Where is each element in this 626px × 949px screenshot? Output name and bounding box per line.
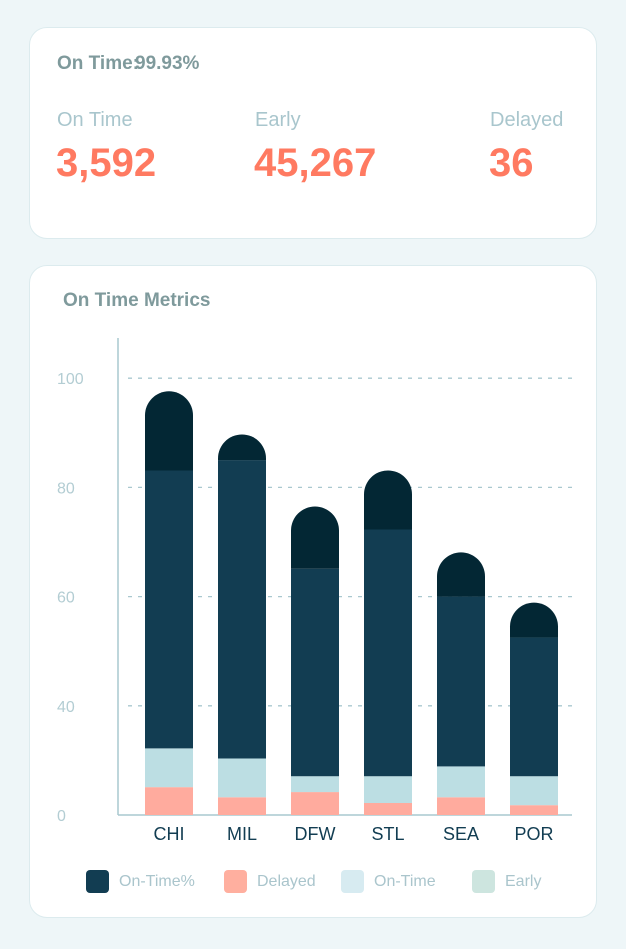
bar-segment-dfw-delayed — [291, 792, 339, 815]
x-tick-label: CHI — [154, 824, 185, 844]
legend-label: On-Time% — [119, 872, 195, 890]
chart-title: On Time Metrics — [63, 290, 211, 311]
bar-segment-stl-on-time — [364, 776, 412, 803]
bar-segment-sea-on-time- — [437, 596, 485, 767]
bar-segment-stl-cap — [364, 470, 412, 530]
legend-item-early: Early — [472, 870, 541, 893]
legend-label: On-Time — [374, 872, 436, 890]
y-tick-label: 80 — [57, 480, 75, 497]
on-time-percent: 99.93% — [135, 53, 200, 74]
summary-card — [29, 27, 597, 239]
legend-swatch — [341, 870, 364, 893]
stat-value-early: 45,267 — [254, 141, 377, 185]
bar-segment-dfw-cap — [291, 506, 339, 569]
bar-segment-chi-on-time- — [145, 470, 193, 749]
x-tick-label: POR — [514, 824, 553, 844]
stat-label-delayed: Delayed — [490, 109, 564, 131]
bar-segment-por-on-time — [510, 776, 558, 806]
legend-swatch — [224, 870, 247, 893]
bar-segment-chi-delayed — [145, 787, 193, 815]
bar-segment-mil-cap — [218, 434, 266, 461]
bar-segment-mil-delayed — [218, 797, 266, 815]
stat-label-early: Early — [255, 109, 301, 131]
stat-value-on-time: 3,592 — [56, 141, 157, 185]
bar-segment-sea-cap — [437, 552, 485, 597]
legend-item-on-time: On-Time — [341, 870, 436, 893]
stat-value-delayed: 36 — [489, 141, 534, 185]
legend-label: Delayed — [257, 872, 316, 890]
legend-swatch — [472, 870, 495, 893]
y-tick-label: 0 — [57, 808, 66, 825]
bar-segment-sea-on-time — [437, 766, 485, 798]
on-time-label: On Time: — [57, 53, 139, 74]
bar-segment-stl-on-time- — [364, 529, 412, 777]
y-tick-label: 40 — [57, 699, 75, 716]
x-tick-label: SEA — [443, 824, 479, 844]
x-tick-label: DFW — [295, 824, 336, 844]
bar-segment-chi-cap — [145, 391, 193, 471]
legend-swatch — [86, 870, 109, 893]
bar-segment-dfw-on-time- — [291, 568, 339, 777]
x-tick-label: MIL — [227, 824, 257, 844]
legend-label: Early — [505, 872, 542, 890]
stat-label-on-time: On Time — [57, 109, 133, 131]
bar-segment-sea-delayed — [437, 797, 485, 815]
y-tick-label: 60 — [57, 590, 75, 607]
bar-segment-chi-on-time — [145, 748, 193, 788]
bar-segment-por-on-time- — [510, 637, 558, 777]
bar-segment-por-cap — [510, 602, 558, 638]
bar-segment-mil-on-time — [218, 758, 266, 798]
bar-segment-stl-delayed — [364, 802, 412, 815]
x-tick-label: STL — [371, 824, 404, 844]
bar-segment-por-delayed — [510, 805, 558, 815]
bar-segment-mil-on-time- — [218, 460, 266, 759]
y-tick-label: 100 — [57, 371, 84, 388]
legend-item-on-time-pct: On-Time% — [86, 870, 195, 893]
legend-item-delayed: Delayed — [224, 870, 316, 893]
bar-segment-dfw-on-time — [291, 776, 339, 793]
